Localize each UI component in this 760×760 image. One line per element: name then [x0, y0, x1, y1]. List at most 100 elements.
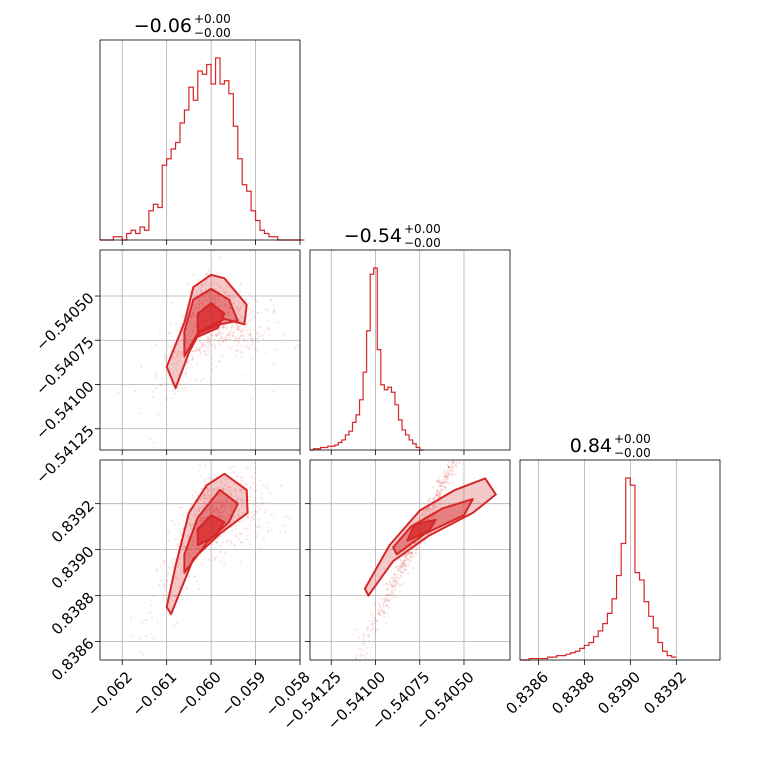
y-tick-label: 0.8392: [48, 497, 98, 547]
sample-point: [255, 300, 259, 303]
sample-point: [174, 594, 177, 597]
sample-point: [220, 517, 223, 520]
sample-point: [213, 548, 216, 551]
sample-point: [220, 504, 223, 507]
sample-point: [216, 488, 219, 491]
sample-point: [382, 616, 385, 619]
sample-point: [209, 357, 213, 360]
sample-point: [410, 551, 413, 554]
sample-point: [190, 513, 194, 516]
sample-point: [189, 527, 193, 530]
sample-point: [224, 478, 227, 481]
sample-point: [402, 562, 405, 565]
sample-point: [386, 605, 389, 608]
sample-point: [178, 354, 181, 357]
sample-point: [220, 505, 223, 509]
sample-point: [430, 508, 434, 511]
sample-point: [203, 478, 206, 481]
sample-point: [225, 518, 228, 521]
sample-point: [212, 343, 215, 346]
sample-point: [214, 333, 217, 336]
sample-point: [226, 314, 229, 317]
sample-point: [189, 547, 192, 550]
sample-point: [208, 299, 211, 302]
sample-point: [213, 510, 216, 513]
sample-point: [213, 510, 216, 513]
sample-point: [169, 346, 172, 349]
sample-point: [179, 557, 182, 561]
sample-point: [180, 351, 183, 354]
sample-point: [226, 515, 229, 518]
sample-point: [372, 626, 375, 629]
sample-point: [192, 509, 196, 512]
sample-point: [452, 458, 454, 460]
sample-point: [191, 326, 194, 329]
sample-point: [155, 344, 158, 347]
sample-point: [238, 532, 241, 535]
sample-point: [272, 309, 275, 312]
sample-point: [236, 344, 239, 347]
sample-point: [392, 581, 395, 584]
sample-point: [215, 334, 218, 337]
contour-level-1: [363, 477, 497, 597]
sample-point: [185, 587, 189, 591]
sample-point: [252, 482, 255, 485]
sample-point: [223, 509, 226, 512]
sample-point: [218, 304, 221, 307]
sample-point: [238, 325, 241, 328]
sample-point: [458, 453, 460, 455]
sample-point: [199, 291, 202, 294]
sample-point: [212, 492, 215, 495]
sample-point: [225, 326, 228, 329]
sample-point: [391, 590, 394, 593]
sample-point: [210, 334, 213, 337]
sample-point: [266, 319, 270, 322]
sample-point: [180, 569, 183, 572]
sample-point: [393, 588, 396, 591]
sample-point: [218, 256, 221, 259]
sample-point: [249, 292, 252, 295]
sample-point: [150, 633, 153, 636]
sample-point: [224, 551, 227, 554]
sample-point: [383, 598, 386, 601]
sample-point: [415, 548, 418, 551]
sample-point: [228, 486, 231, 489]
sample-point: [254, 339, 257, 342]
sample-point: [386, 594, 389, 597]
sample-point: [250, 397, 253, 400]
sample-point: [198, 306, 201, 309]
sample-point: [156, 567, 159, 570]
sample-point: [441, 479, 444, 482]
sample-point: [232, 302, 235, 305]
sample-point: [398, 565, 401, 568]
sample-point: [345, 676, 347, 678]
sample-point: [397, 582, 400, 585]
sample-point: [198, 546, 201, 550]
sample-point: [425, 508, 428, 511]
sample-point: [371, 614, 374, 618]
sample-point: [447, 471, 450, 474]
sample-point: [218, 329, 221, 332]
sample-point: [199, 340, 202, 343]
sample-point: [438, 495, 441, 498]
sample-point: [220, 560, 223, 563]
sample-point: [236, 350, 239, 353]
sample-point: [403, 564, 406, 567]
sample-point: [294, 347, 297, 350]
sample-point: [212, 487, 215, 490]
sample-point: [254, 523, 257, 527]
sample-point: [452, 456, 454, 458]
sample-point: [380, 614, 383, 617]
sample-point: [251, 341, 255, 344]
sample-point: [220, 326, 224, 329]
sample-point: [255, 502, 258, 505]
sample-point: [456, 455, 458, 457]
sample-point: [162, 586, 165, 589]
sample-point: [229, 489, 232, 492]
sample-point: [412, 566, 415, 570]
sample-point: [249, 309, 252, 312]
sample-point: [443, 468, 446, 472]
sample-point: [192, 540, 195, 543]
sample-point: [223, 298, 226, 301]
sample-point: [154, 387, 157, 390]
